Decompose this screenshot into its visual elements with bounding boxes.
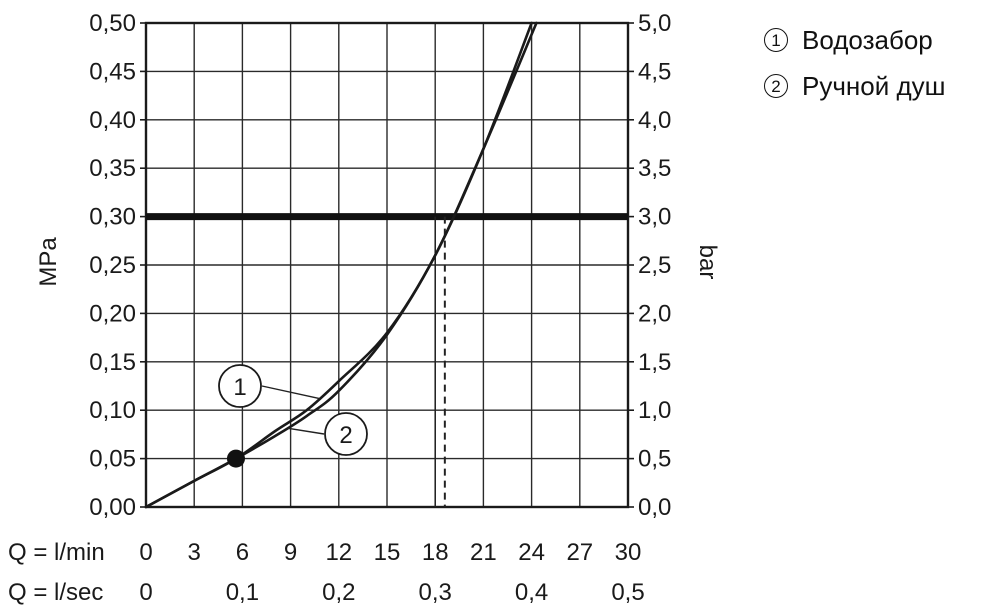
x-tick-label-lmin-9: 27 [566, 539, 593, 566]
x-tick-label-lsec-5: 0,5 [611, 579, 644, 606]
y-tick-label-right-2: 1,0 [638, 397, 671, 424]
callout-circle-1 [218, 364, 262, 408]
x-axis-prefix-lmin: Q = l/min [8, 539, 105, 566]
x-tick-label-lsec-3: 0,3 [419, 579, 452, 606]
x-tick-label-lmin-10: 30 [615, 539, 642, 566]
y-tick-label-left-9: 0,45 [89, 58, 136, 85]
callout-label-1: 1 [233, 374, 246, 401]
callout-label-2: 2 [339, 422, 352, 449]
x-tick-label-lmin-5: 15 [374, 539, 401, 566]
legend-label-2: Ручной душ [802, 70, 946, 101]
y-tick-label-left-5: 0,25 [89, 252, 136, 279]
y-axis-title-left: MPa [35, 237, 62, 287]
y-tick-label-right-1: 0,5 [638, 446, 671, 473]
callout-leader-2 [287, 427, 325, 435]
y-tick-label-left-3: 0,15 [89, 349, 136, 376]
legend-marker-1: 1 [764, 28, 788, 52]
y-tick-label-right-0: 0,0 [638, 494, 671, 521]
y-tick-label-right-10: 5,0 [638, 10, 671, 37]
y-tick-label-right-3: 1,5 [638, 349, 671, 376]
y-tick-label-left-0: 0,00 [89, 494, 136, 521]
chart-series: 12 [144, 21, 538, 509]
y-tick-label-right-9: 4,5 [638, 58, 671, 85]
x-tick-label-lmin-7: 21 [470, 539, 497, 566]
y-tick-label-right-4: 2,0 [638, 300, 671, 327]
y-tick-label-left-2: 0,10 [89, 397, 136, 424]
x-tick-label-lsec-1: 0,1 [226, 579, 259, 606]
y-tick-label-right-7: 3,5 [638, 155, 671, 182]
x-tick-label-lmin-4: 12 [325, 539, 352, 566]
y-tick-label-left-6: 0,30 [89, 204, 136, 231]
x-tick-label-lsec-0: 0 [139, 579, 152, 606]
callout-leader-1 [261, 385, 320, 400]
chart-grid [140, 21, 634, 509]
y-tick-label-right-6: 3,0 [638, 204, 671, 231]
x-tick-label-lsec-4: 0,4 [515, 579, 548, 606]
tick-labels: 0,000,050,100,150,200,250,300,350,400,45… [8, 10, 671, 606]
x-tick-label-lmin-1: 3 [188, 539, 201, 566]
y-tick-label-left-4: 0,20 [89, 300, 136, 327]
y-tick-label-left-8: 0,40 [89, 107, 136, 134]
x-tick-label-lmin-3: 9 [284, 539, 297, 566]
legend-label-1: Водозабор [802, 24, 933, 55]
y-tick-label-left-10: 0,50 [89, 10, 136, 37]
callout-circle-2 [324, 412, 368, 456]
series-line-2 [144, 21, 538, 509]
y-tick-label-right-8: 4,0 [638, 107, 671, 134]
legend-marker-2: 2 [764, 74, 788, 98]
x-tick-label-lmin-6: 18 [422, 539, 449, 566]
legend: 1 Водозабор 2 Ручной душ [764, 20, 945, 112]
x-tick-label-lsec-2: 0,2 [322, 579, 355, 606]
x-tick-label-lmin-2: 6 [236, 539, 249, 566]
y-axis-title-right: bar [694, 245, 721, 280]
x-tick-label-lmin-8: 24 [518, 539, 545, 566]
legend-item-2: 2 Ручной душ [764, 66, 945, 106]
reference-lines [146, 213, 628, 507]
y-tick-label-left-7: 0,35 [89, 155, 136, 182]
legend-item-1: 1 Водозабор [764, 20, 945, 60]
operating-point [226, 449, 245, 468]
y-tick-label-right-5: 2,5 [638, 252, 671, 279]
x-axis-prefix-lsec: Q = l/sec [8, 579, 103, 606]
y-tick-label-left-1: 0,05 [89, 446, 136, 473]
x-tick-label-lmin-0: 0 [139, 539, 152, 566]
